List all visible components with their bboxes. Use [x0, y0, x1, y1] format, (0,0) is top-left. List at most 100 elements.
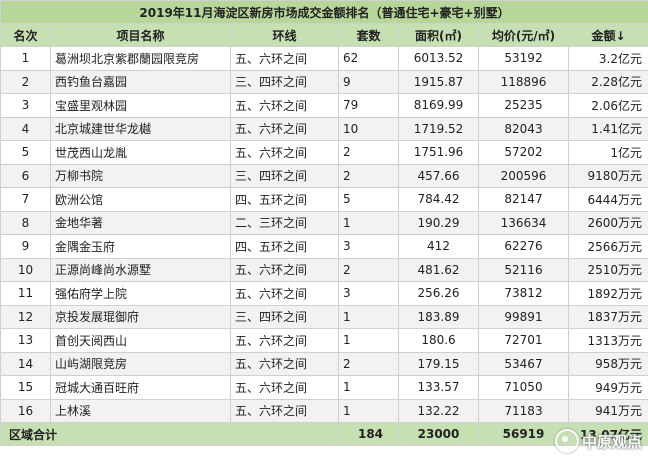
- cell-price: 53192: [478, 46, 569, 71]
- cell-units: 1: [338, 375, 399, 400]
- cell-area: 256.26: [398, 281, 479, 306]
- header-amount: 金额↓: [568, 23, 648, 47]
- cell-ring: 四、五环之间: [230, 187, 339, 212]
- cell-rank: 4: [0, 116, 51, 141]
- cell-price: 99891: [478, 304, 569, 329]
- cell-area: 190.29: [398, 210, 479, 235]
- cell-area: 180.6: [398, 328, 479, 353]
- total-price: 56919: [478, 422, 569, 446]
- cell-ring: 五、六环之间: [230, 281, 339, 306]
- cell-units: 3: [338, 281, 399, 306]
- header-ring: 环线: [230, 23, 339, 47]
- cell-name: 宝盛里观林园: [50, 93, 231, 118]
- cell-area: 784.42: [398, 187, 479, 212]
- cell-ring: 三、四环之间: [230, 69, 339, 94]
- cell-name: 金地华著: [50, 210, 231, 235]
- table-row: 2 西钓鱼台嘉园 三、四环之间 9 1915.87 118896 2.28亿元: [0, 69, 648, 94]
- cell-price: 57202: [478, 140, 569, 165]
- cell-area: 1751.96: [398, 140, 479, 165]
- cell-ring: 三、四环之间: [230, 163, 339, 188]
- cell-area: 457.66: [398, 163, 479, 188]
- cell-name: 西钓鱼台嘉园: [50, 69, 231, 94]
- cell-rank: 1: [0, 46, 51, 71]
- cell-area: 1719.52: [398, 116, 479, 141]
- cell-price: 71183: [478, 398, 569, 423]
- cell-rank: 15: [0, 375, 51, 400]
- cell-units: 2: [338, 351, 399, 376]
- total-amount: 13.07亿元: [568, 422, 648, 446]
- header-rank: 名次: [0, 23, 51, 47]
- cell-area: 1915.87: [398, 69, 479, 94]
- header-area: 面积(㎡): [398, 23, 479, 47]
- cell-area: 132.22: [398, 398, 479, 423]
- cell-rank: 7: [0, 187, 51, 212]
- cell-name: 首创天阅西山: [50, 328, 231, 353]
- header-name: 项目名称: [50, 23, 231, 47]
- table-row: 7 欧洲公馆 四、五环之间 5 784.42 82147 6444万元: [0, 187, 648, 212]
- cell-amount: 3.2亿元: [568, 46, 648, 71]
- cell-amount: 2.06亿元: [568, 93, 648, 118]
- cell-rank: 13: [0, 328, 51, 353]
- cell-ring: 五、六环之间: [230, 328, 339, 353]
- header-price: 均价(元/㎡): [478, 23, 569, 47]
- total-label: 区域合计: [0, 422, 339, 446]
- cell-price: 73812: [478, 281, 569, 306]
- cell-ring: 五、六环之间: [230, 46, 339, 71]
- watermark: 中原观点: [554, 429, 642, 453]
- cell-name: 正源尚峰尚水源墅: [50, 257, 231, 282]
- cell-units: 9: [338, 69, 399, 94]
- total-area: 23000: [398, 422, 479, 446]
- cell-units: 1: [338, 210, 399, 235]
- table-row: 15 冠城大通百旺府 五、六环之间 1 133.57 71050 949万元: [0, 375, 648, 400]
- cell-rank: 12: [0, 304, 51, 329]
- watermark-text: 中原观点: [581, 432, 642, 451]
- cell-name: 葛洲坝北京紫郡蘭园限竞房: [50, 46, 231, 71]
- cell-amount: 958万元: [568, 351, 648, 376]
- cell-amount: 6444万元: [568, 187, 648, 212]
- cell-rank: 11: [0, 281, 51, 306]
- cell-ring: 五、六环之间: [230, 398, 339, 423]
- ranking-table: 2019年11月海淀区新房市场成交金额排名（普通住宅+豪宅+别墅） 名次 项目名…: [0, 0, 648, 446]
- cell-price: 118896: [478, 69, 569, 94]
- cell-price: 200596: [478, 163, 569, 188]
- cell-rank: 14: [0, 351, 51, 376]
- table-title: 2019年11月海淀区新房市场成交金额排名（普通住宅+豪宅+别墅）: [0, 0, 648, 24]
- cell-units: 2: [338, 163, 399, 188]
- cell-price: 72701: [478, 328, 569, 353]
- cell-name: 世茂西山龙胤: [50, 140, 231, 165]
- cell-units: 1: [338, 328, 399, 353]
- cell-rank: 5: [0, 140, 51, 165]
- cell-price: 62276: [478, 234, 569, 259]
- cell-ring: 四、五环之间: [230, 234, 339, 259]
- table-row: 4 北京城建世华龙樾 五、六环之间 10 1719.52 82043 1.41亿元: [0, 116, 648, 141]
- table-row: 12 京投发展琨御府 三、四环之间 1 183.89 99891 1837万元: [0, 304, 648, 329]
- cell-rank: 3: [0, 93, 51, 118]
- cell-amount: 941万元: [568, 398, 648, 423]
- table-row: 6 万柳书院 三、四环之间 2 457.66 200596 9180万元: [0, 163, 648, 188]
- cell-rank: 2: [0, 69, 51, 94]
- table-row: 8 金地华著 二、三环之间 1 190.29 136634 2600万元: [0, 210, 648, 235]
- cell-ring: 五、六环之间: [230, 116, 339, 141]
- cell-area: 183.89: [398, 304, 479, 329]
- cell-amount: 2600万元: [568, 210, 648, 235]
- cell-amount: 1892万元: [568, 281, 648, 306]
- table-row: 11 强佑府学上院 五、六环之间 3 256.26 73812 1892万元: [0, 281, 648, 306]
- cell-area: 133.57: [398, 375, 479, 400]
- cell-name: 冠城大通百旺府: [50, 375, 231, 400]
- cell-amount: 2.28亿元: [568, 69, 648, 94]
- cell-amount: 1.41亿元: [568, 116, 648, 141]
- table-row: 9 金隅金玉府 四、五环之间 3 412 62276 2566万元: [0, 234, 648, 259]
- cell-name: 北京城建世华龙樾: [50, 116, 231, 141]
- cell-price: 82043: [478, 116, 569, 141]
- cell-units: 1: [338, 304, 399, 329]
- table-row: 16 上林溪 五、六环之间 1 132.22 71183 941万元: [0, 398, 648, 423]
- table-row: 3 宝盛里观林园 五、六环之间 79 8169.99 25235 2.06亿元: [0, 93, 648, 118]
- cell-units: 5: [338, 187, 399, 212]
- cell-area: 6013.52: [398, 46, 479, 71]
- cell-price: 52116: [478, 257, 569, 282]
- cell-amount: 949万元: [568, 375, 648, 400]
- cell-name: 京投发展琨御府: [50, 304, 231, 329]
- cell-price: 82147: [478, 187, 569, 212]
- cell-ring: 五、六环之间: [230, 351, 339, 376]
- cell-price: 53467: [478, 351, 569, 376]
